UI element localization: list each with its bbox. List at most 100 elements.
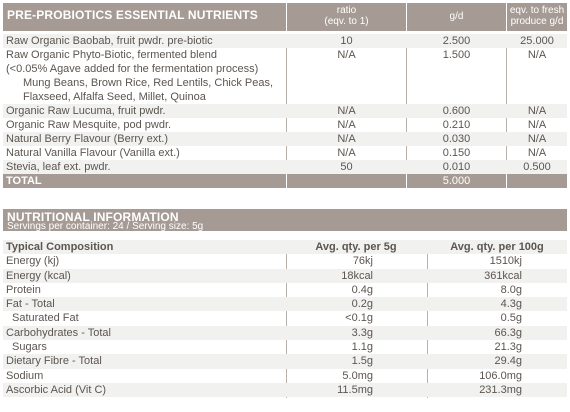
nutrient-gd: 0.150 (442, 147, 471, 159)
composition-row: Ascorbic Acid (Vit C) 11.5mg 231.3mg (3, 382, 567, 398)
nutrient-ratio: N/A (337, 133, 356, 145)
nutrient-gd: 2.500 (442, 35, 471, 47)
ratio-header-line1: ratio (336, 5, 357, 16)
column-divider (427, 240, 428, 398)
nutrient-row: Raw Organic Phyto-Biotic, fermented blen… (3, 48, 567, 62)
per-5g-value: 0.4g (351, 283, 373, 296)
per-100g-header: Avg. qty. per 100g (450, 241, 544, 253)
column-divider (406, 3, 407, 31)
nutrient-fresh: N/A (527, 49, 547, 61)
column-divider (506, 3, 507, 31)
composition-row: Dietary Fibre - Total 1.5g 29.4g (3, 354, 567, 369)
nutrient-gd: 0.210 (442, 119, 471, 131)
composition-label-header: Typical Composition (6, 241, 114, 253)
per-5g-value: 76kj (352, 255, 373, 268)
column-divider (286, 174, 287, 188)
fresh-column-header: eqv. to fresh produce g/d (507, 5, 567, 27)
composition-name: Sugars (12, 341, 47, 354)
nutrient-fresh: N/A (527, 133, 547, 145)
per-100g-value: 1510kj (489, 255, 522, 268)
per-5g-value: 1.5g (351, 355, 373, 368)
composition-row: Energy (kj) 76kj 1510kj (3, 254, 567, 268)
composition-name: Ascorbic Acid (Vit C) (6, 383, 107, 396)
nutrient-fresh: N/A (527, 147, 547, 159)
nutrient-note: Flaxseed, Alfalfa Seed, Millet, Quinoa (23, 91, 206, 103)
composition-name: Fat - Total (6, 298, 55, 311)
composition-name: Dietary Fibre - Total (6, 355, 102, 368)
nutrient-row: Natural Berry Flavour (Berry ext.) N/A 0… (3, 132, 567, 146)
composition-name: Protein (6, 283, 41, 296)
per-5g-value: 5.0mg (342, 369, 373, 382)
per-5g-value: 3.3g (351, 326, 373, 339)
fresh-header-line2: produce g/d (510, 16, 564, 27)
nutrient-row: Organic Raw Mesquite, pod pwdr. N/A 0.21… (3, 118, 567, 132)
composition-name: Energy (kj) (6, 255, 60, 268)
per-5g-value: <0.1g (345, 312, 373, 325)
nutrient-fresh: N/A (527, 105, 547, 117)
per-100g-value: 66.3g (494, 326, 522, 339)
nutrient-name: Natural Vanilla Flavour (Vanilla ext.) (6, 147, 180, 159)
per-5g-value: 18kcal (341, 269, 373, 282)
nutrient-gd: 0.600 (442, 105, 471, 117)
serving-info: Servings per container: 24 / Serving siz… (7, 221, 204, 232)
per-5g-value: 0.2g (351, 298, 373, 311)
gd-column-header: g/d (449, 11, 464, 22)
nutrient-note-row: Mung Beans, Brown Rice, Red Lentils, Chi… (3, 76, 567, 90)
composition-row: Sugars 1.1g 21.3g (3, 340, 567, 354)
per-100g-value: 231.3mg (479, 383, 522, 396)
nutrients-table-body: Raw Organic Baobab, fruit pwdr. pre-biot… (3, 34, 567, 174)
nutrients-table: PRE-PROBIOTICS ESSENTIAL NUTRIENTS ratio… (3, 3, 567, 188)
per-5g-value: 11.5mg (337, 383, 373, 396)
nutrient-row: Natural Vanilla Flavour (Vanilla ext.) N… (3, 146, 567, 160)
per-100g-value: 29.4g (494, 355, 522, 368)
composition-row: Energy (kcal) 18kcal 361kcal (3, 268, 567, 283)
nutrient-name: Organic Raw Mesquite, pod pwdr. (6, 119, 172, 131)
total-label: TOTAL (6, 175, 42, 187)
nutrition-info-body: Typical Composition Avg. qty. per 5g Avg… (3, 240, 567, 398)
composition-name: Carbohydrates - Total (6, 326, 111, 339)
per-100g-value: 106.0mg (479, 369, 522, 382)
column-divider (406, 174, 407, 188)
composition-name: Energy (kcal) (6, 269, 71, 282)
composition-row: Protein 0.4g 8.0g (3, 283, 567, 297)
nutrient-note-row: (<0.05% Agave added for the fermentation… (3, 62, 567, 76)
nutrient-gd: 0.030 (442, 133, 471, 145)
nutrient-name: Natural Berry Flavour (Berry ext.) (6, 133, 168, 145)
nutrient-ratio: 10 (340, 35, 353, 47)
per-100g-value: 4.3g (500, 298, 522, 311)
nutrient-ratio: N/A (337, 49, 356, 61)
nutrient-name: Raw Organic Phyto-Biotic, fermented blen… (6, 49, 217, 61)
nutrition-info-header: NUTRITIONAL INFORMATION Servings per con… (3, 209, 567, 232)
nutrient-fresh: N/A (527, 119, 547, 131)
per-5g-header: Avg. qty. per 5g (315, 241, 397, 253)
per-100g-value: 8.0g (500, 283, 522, 296)
nutrient-note: Mung Beans, Brown Rice, Red Lentils, Chi… (23, 77, 274, 89)
nutrient-row: Raw Organic Baobab, fruit pwdr. pre-biot… (3, 34, 567, 48)
nutrient-fresh: 25.000 (520, 35, 554, 47)
nutrient-name: Stevia, leaf ext. pwdr. (6, 161, 111, 173)
composition-name: Sodium (6, 369, 44, 382)
composition-row: Sodium 5.0mg 106.0mg (3, 369, 567, 383)
column-divider (286, 240, 287, 398)
nutrient-note-row: Flaxseed, Alfalfa Seed, Millet, Quinoa (3, 90, 567, 104)
composition-name: Saturated Fat (12, 312, 79, 325)
nutrients-table-title: PRE-PROBIOTICS ESSENTIAL NUTRIENTS (7, 8, 258, 22)
composition-row: Fat - Total 0.2g 4.3g (3, 297, 567, 312)
nutrient-fresh: 0.500 (523, 161, 551, 173)
nutrient-ratio: N/A (337, 119, 356, 131)
nutrient-gd: 0.010 (442, 161, 471, 173)
nutrient-row: Organic Raw Lucuma, fruit pwdr. N/A 0.60… (3, 104, 567, 118)
ratio-header-line2: (eqv. to 1) (324, 16, 369, 27)
total-row: TOTAL 5.000 (3, 174, 567, 188)
nutrient-ratio: N/A (337, 105, 356, 117)
composition-header-row: Typical Composition Avg. qty. per 5g Avg… (3, 240, 567, 255)
per-100g-value: 361kcal (484, 269, 522, 282)
column-divider (506, 174, 507, 188)
composition-row: Carbohydrates - Total 3.3g 66.3g (3, 325, 567, 341)
per-5g-value: 1.1g (351, 341, 373, 354)
per-100g-value: 21.3g (494, 341, 522, 354)
column-divider (286, 3, 287, 31)
per-100g-value: 0.5g (500, 312, 522, 325)
nutrient-name: Organic Raw Lucuma, fruit pwdr. (6, 105, 166, 117)
nutrients-table-header: PRE-PROBIOTICS ESSENTIAL NUTRIENTS ratio… (3, 3, 567, 31)
